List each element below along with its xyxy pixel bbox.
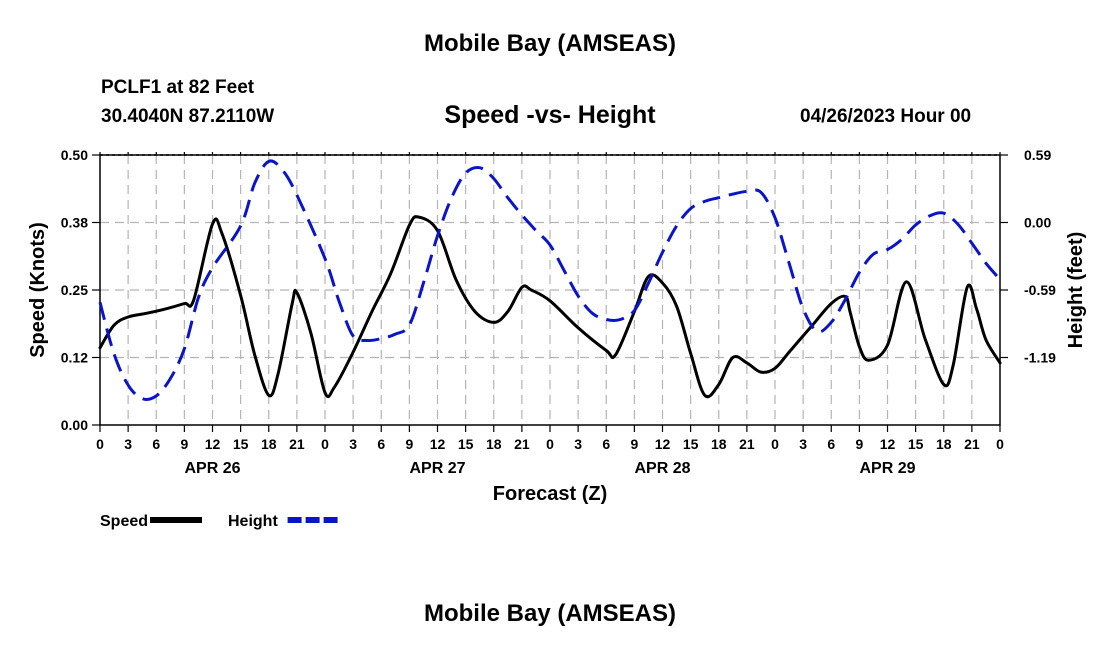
x-tick-label: 21: [964, 436, 980, 452]
x-tick-label: 9: [630, 436, 638, 452]
date-label: APR 29: [859, 460, 915, 477]
x-tick-label: 18: [261, 436, 277, 452]
y-tick-label: 0.12: [61, 350, 88, 366]
x-axis-ticks: 0 3 6 9 12 15 18 21 0 3 6 9 12 15 18 21 0 3 6 9 12 15 18 21 0 3 6 9…: [96, 152, 1004, 452]
x-tick-label: 3: [574, 436, 582, 452]
station-label: PCLF1 at 82 Feet: [101, 77, 255, 98]
y2-tick-label: -0.59: [1024, 282, 1056, 298]
x-tick-label: 9: [405, 436, 413, 452]
x-tick-label: 15: [458, 436, 474, 452]
y2-axis-label: Height (feet): [1065, 232, 1087, 349]
y-tick-label: 0.50: [61, 147, 88, 163]
x-tick-label: 6: [602, 436, 610, 452]
chart-title: Speed -vs- Height: [444, 101, 656, 129]
grid-lines: [100, 155, 1000, 425]
x-tick-label: 15: [683, 436, 699, 452]
y-tick-label: 0.38: [61, 215, 88, 231]
footer-title: Mobile Bay (AMSEAS): [423, 600, 677, 627]
speed-height-chart: 0 3 6 9 12 15 18 21 0 3 6 9 12 15 18 21 0 3 6 9 12 15 18 21 0 3 6 9…: [27, 147, 1087, 530]
y-axis-label: Speed (Knots): [27, 222, 49, 358]
x-tick-label: 3: [799, 436, 807, 452]
series-lines: [98, 159, 1002, 401]
y2-tick-label: -1.19: [1024, 350, 1056, 366]
x-tick-label: 18: [711, 436, 727, 452]
page-title: Mobile Bay (AMSEAS): [423, 30, 677, 57]
date-labels: APR 26 APR 27 APR 28 APR 29: [184, 460, 915, 477]
date-label: APR 27: [409, 460, 465, 477]
y-tick-label: 0.25: [61, 282, 88, 298]
x-tick-label: 0: [321, 436, 329, 452]
x-tick-label: 6: [377, 436, 385, 452]
x-tick-label: 6: [152, 436, 160, 452]
x-tick-label: 0: [996, 436, 1004, 452]
x-tick-label: 12: [880, 436, 896, 452]
legend-label: Height: [228, 513, 278, 530]
x-tick-label: 15: [233, 436, 249, 452]
x-tick-label: 9: [855, 436, 863, 452]
date-label: APR 26: [184, 460, 240, 477]
x-tick-label: 18: [936, 436, 952, 452]
y2-tick-label: 0.59: [1024, 147, 1051, 163]
x-tick-label: 0: [546, 436, 554, 452]
legend: Speed Height: [100, 513, 340, 530]
x-tick-label: 12: [655, 436, 671, 452]
x-tick-label: 21: [514, 436, 530, 452]
x-tick-label: 9: [180, 436, 188, 452]
speed-series-line: [98, 215, 1002, 399]
x-tick-label: 18: [486, 436, 502, 452]
height-series-line: [98, 159, 1002, 401]
y-axis-ticks: 0.00 0.12 0.25 0.38 0.50: [61, 147, 100, 433]
y2-axis-ticks: 0.59 0.00 -0.59 -1.19: [1000, 147, 1056, 366]
x-tick-label: 12: [430, 436, 446, 452]
x-tick-label: 6: [827, 436, 835, 452]
x-axis-label: Forecast (Z): [493, 483, 607, 505]
forecast-datetime: 04/26/2023 Hour 00: [800, 106, 972, 127]
x-tick-label: 0: [96, 436, 104, 452]
x-tick-label: 15: [908, 436, 924, 452]
x-tick-label: 3: [124, 436, 132, 452]
x-tick-label: 3: [349, 436, 357, 452]
date-label: APR 28: [634, 460, 690, 477]
x-tick-label: 0: [771, 436, 779, 452]
x-tick-label: 12: [205, 436, 221, 452]
x-tick-label: 21: [289, 436, 305, 452]
y2-tick-label: 0.00: [1024, 215, 1051, 231]
coordinates-label: 30.4040N 87.2110W: [101, 106, 275, 127]
y-tick-label: 0.00: [61, 417, 88, 433]
legend-label: Speed: [100, 513, 148, 530]
x-tick-label: 21: [739, 436, 755, 452]
